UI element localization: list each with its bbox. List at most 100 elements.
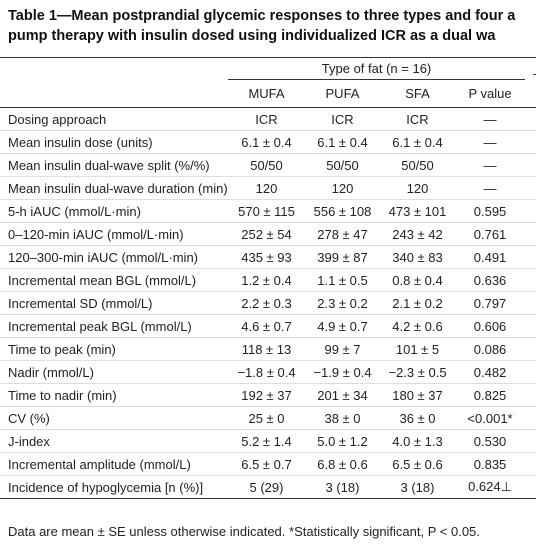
cell: J-index bbox=[0, 429, 228, 453]
column-header: P value bbox=[455, 79, 526, 108]
cell: 4 bbox=[525, 222, 536, 246]
column-header: PUFA bbox=[305, 79, 380, 108]
cell bbox=[525, 58, 536, 80]
header-row: MUFA PUFA SFA P value bbox=[0, 79, 536, 108]
cell: − bbox=[525, 360, 536, 384]
cell: 1.2 ± 0.4 bbox=[228, 268, 305, 292]
cell: 0.8 ± 0.4 bbox=[380, 268, 455, 292]
title-line: pump therapy with insulin dosed using in… bbox=[8, 28, 496, 44]
table: Type of fat (n = 16) MUFA PUFA SFA P value Do… bbox=[0, 58, 536, 499]
cell: 0.491 bbox=[455, 245, 526, 269]
cell: 6 bbox=[525, 429, 536, 453]
cell: 1 bbox=[525, 268, 536, 292]
cell: 6.1 ± 0.4 bbox=[305, 130, 380, 154]
cell: <0.001* bbox=[455, 406, 526, 430]
cell: 5 (29) bbox=[228, 475, 305, 499]
cell: 192 ± 37 bbox=[228, 383, 305, 407]
cell: 399 ± 87 bbox=[305, 245, 380, 269]
row: Mean insulin dual-wave split (%/%) 50/50 5… bbox=[0, 153, 536, 177]
cell: ICR bbox=[305, 107, 380, 131]
row: Incremental mean BGL (mmol/L) 1.2 ± 0.4 1.… bbox=[0, 268, 536, 292]
cell: — bbox=[455, 130, 526, 154]
cell bbox=[0, 58, 228, 80]
cell: — bbox=[455, 107, 526, 131]
cell: Incremental amplitude (mmol/L) bbox=[0, 452, 228, 476]
row: Mean insulin dose (units) 6.1 ± 0.4 6.1 ± … bbox=[0, 130, 536, 154]
cell: 0.482 bbox=[455, 360, 526, 384]
cell: 7 bbox=[525, 452, 536, 476]
cell: 0.595 bbox=[455, 199, 526, 223]
cell: 25 ± 0 bbox=[228, 406, 305, 430]
cell: 2.1 ± 0.2 bbox=[380, 291, 455, 315]
column-header: MUFA bbox=[228, 79, 305, 108]
cell: 5.0 ± 1.2 bbox=[305, 429, 380, 453]
cell: 0.624⊥ bbox=[455, 475, 526, 499]
cell: Mean insulin dual-wave split (%/%) bbox=[0, 153, 228, 177]
cell: CV (%) bbox=[0, 406, 228, 430]
cell: ICR bbox=[228, 107, 305, 131]
cell: 3 (18) bbox=[305, 475, 380, 499]
column-header bbox=[0, 79, 228, 108]
cell bbox=[525, 337, 536, 361]
row: Time to nadir (min) 192 ± 37 201 ± 34 180 ±… bbox=[0, 383, 536, 407]
cell: 6 bbox=[525, 130, 536, 154]
cell: 118 ± 13 bbox=[228, 337, 305, 361]
cell: 4.9 ± 0.7 bbox=[305, 314, 380, 338]
table-wrap: Type of fat (n = 16) MUFA PUFA SFA P value Do… bbox=[0, 57, 536, 499]
cell: 38 ± 0 bbox=[305, 406, 380, 430]
cell: 6 bbox=[525, 199, 536, 223]
cell: 3 (18) bbox=[380, 475, 455, 499]
row: 120–300-min iAUC (mmol/L·min) 435 ± 93 399… bbox=[0, 245, 536, 269]
rule bbox=[533, 62, 536, 76]
cell: 0.825 bbox=[455, 383, 526, 407]
cell: 6.5 ± 0.6 bbox=[380, 452, 455, 476]
cell: 4.0 ± 1.3 bbox=[380, 429, 455, 453]
cell: 0–120-min iAUC (mmol/L·min) bbox=[0, 222, 228, 246]
cell: 0.530 bbox=[455, 429, 526, 453]
title-line: Table 1—Mean postprandial glycemic respo… bbox=[8, 8, 516, 24]
cell: 5-h iAUC (mmol/L·min) bbox=[0, 199, 228, 223]
cell: 340 ± 83 bbox=[380, 245, 455, 269]
column-header: SFA bbox=[380, 79, 455, 108]
cell: Mean insulin dose (units) bbox=[0, 130, 228, 154]
cell: 435 ± 93 bbox=[228, 245, 305, 269]
cell: 1.1 ± 0.5 bbox=[305, 268, 380, 292]
cell bbox=[525, 475, 536, 499]
cell bbox=[525, 176, 536, 200]
cell: 5.2 ± 1.4 bbox=[228, 429, 305, 453]
cell: ICR bbox=[380, 107, 455, 131]
row: Dosing approach ICR ICR ICR — bbox=[0, 107, 536, 131]
cell: Mean insulin dual-wave duration (min) bbox=[0, 176, 228, 200]
cell: 0.606 bbox=[455, 314, 526, 338]
cell bbox=[525, 153, 536, 177]
cell: 120 bbox=[305, 176, 380, 200]
cell: 101 ± 5 bbox=[380, 337, 455, 361]
cell bbox=[525, 406, 536, 430]
cell: 120–300-min iAUC (mmol/L·min) bbox=[0, 245, 228, 269]
cell: Incremental SD (mmol/L) bbox=[0, 291, 228, 315]
cell: 2.2 ± 0.3 bbox=[228, 291, 305, 315]
cell: 50/50 bbox=[228, 153, 305, 177]
cell: −2.3 ± 0.5 bbox=[380, 360, 455, 384]
footnote: Data are mean ± SE unless otherwise indi… bbox=[8, 524, 480, 539]
cell: 50/50 bbox=[380, 153, 455, 177]
row: Incremental SD (mmol/L) 2.2 ± 0.3 2.3 ± 0.… bbox=[0, 291, 536, 315]
cell: 0.086 bbox=[455, 337, 526, 361]
group-header-row: Type of fat (n = 16) bbox=[0, 58, 536, 80]
cell: 0.761 bbox=[455, 222, 526, 246]
cell: 6.1 ± 0.4 bbox=[380, 130, 455, 154]
row: Mean insulin dual-wave duration (min) 120… bbox=[0, 176, 536, 200]
row: Incremental peak BGL (mmol/L) 4.6 ± 0.7 4.… bbox=[0, 314, 536, 338]
cell: 252 ± 54 bbox=[228, 222, 305, 246]
row: Nadir (mmol/L) −1.8 ± 0.4 −1.9 ± 0.4 −2.3 ±… bbox=[0, 360, 536, 384]
cell: 201 ± 34 bbox=[305, 383, 380, 407]
title: Table 1—Mean postprandial glycemic respo… bbox=[8, 6, 515, 46]
cell: 0.835 bbox=[455, 452, 526, 476]
cell: Nadir (mmol/L) bbox=[0, 360, 228, 384]
cell: 0.797 bbox=[455, 291, 526, 315]
cell: Incremental mean BGL (mmol/L) bbox=[0, 268, 228, 292]
row: Incremental amplitude (mmol/L) 6.5 ± 0.7 6… bbox=[0, 452, 536, 476]
